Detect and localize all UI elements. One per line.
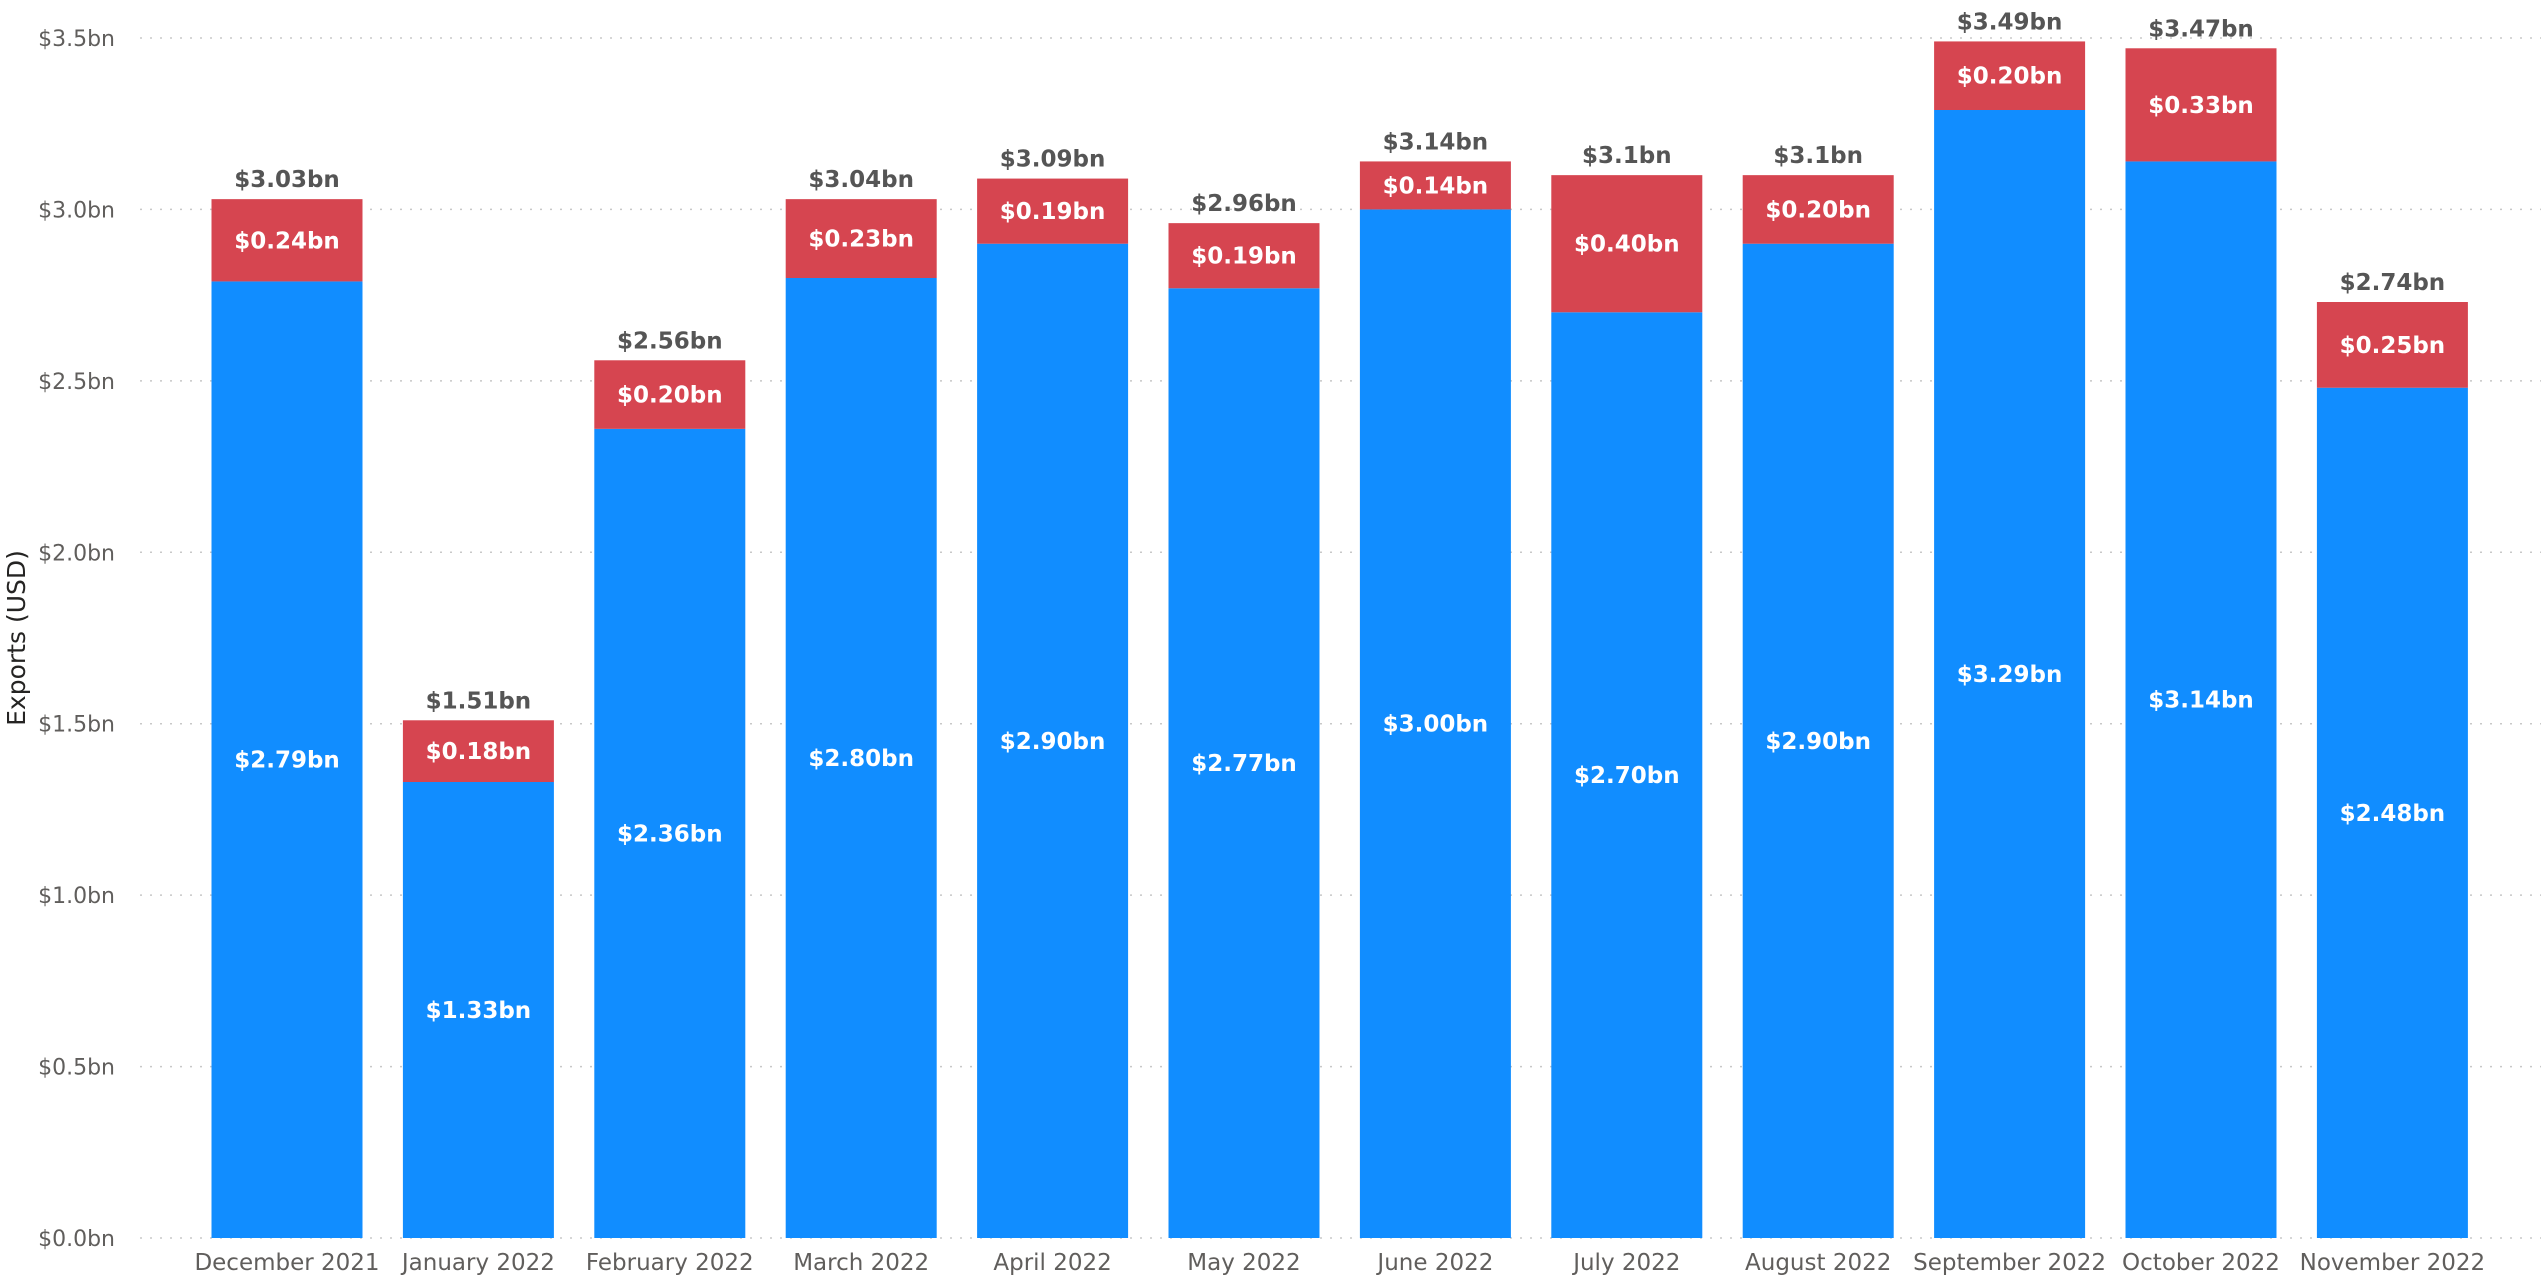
y-tick-label: $0.0bn xyxy=(38,1227,115,1252)
x-axis-ticks: December 2021 January 2022 February 2022 Ma… xyxy=(194,1250,2485,1276)
bar-segment-base xyxy=(402,782,554,1238)
y-tick-label: $1.0bn xyxy=(38,884,115,909)
bar-segment-top xyxy=(977,178,1129,244)
segment-value-label: $0.20bn xyxy=(1765,197,1871,223)
bars xyxy=(211,41,2468,1238)
segment-value-label: $0.20bn xyxy=(617,383,723,409)
bar-segment-top xyxy=(1934,41,2086,110)
total-value-label: $2.56bn xyxy=(617,328,723,354)
bar-segment-top xyxy=(211,199,363,282)
y-axis-title: Exports (USD) xyxy=(2,550,31,726)
segment-value-label: $2.48bn xyxy=(2340,801,2446,827)
x-tick-label: January 2022 xyxy=(400,1250,555,1276)
bar-segment-top xyxy=(2125,48,2277,162)
total-value-label: $3.1bn xyxy=(1582,143,1672,169)
x-tick-label: April 2022 xyxy=(993,1250,1111,1276)
y-tick-label: $3.0bn xyxy=(38,198,115,223)
total-value-label: $3.03bn xyxy=(234,167,340,193)
total-value-label: $2.96bn xyxy=(1191,191,1297,217)
segment-value-label: $0.23bn xyxy=(808,227,914,253)
x-tick-label: August 2022 xyxy=(1745,1250,1891,1276)
bar-segment-top xyxy=(2316,302,2468,388)
x-tick-label: May 2022 xyxy=(1187,1250,1300,1276)
x-tick-label: December 2021 xyxy=(194,1250,379,1276)
total-value-label: $3.1bn xyxy=(1773,143,1863,169)
bar-segment-base xyxy=(2316,387,2468,1238)
y-tick-label: $3.5bn xyxy=(38,27,115,52)
segment-value-label: $3.00bn xyxy=(1383,712,1489,738)
segment-value-label: $0.19bn xyxy=(1000,199,1106,225)
bar-segment-base xyxy=(594,428,746,1238)
bar-segment-top xyxy=(1742,175,1894,244)
x-tick-label: February 2022 xyxy=(586,1250,754,1276)
bar-segment-top xyxy=(785,199,937,278)
segment-value-label: $0.19bn xyxy=(1191,244,1297,270)
bar-segment-base xyxy=(977,243,1129,1238)
segment-value-label: $0.18bn xyxy=(426,739,532,765)
bar-segment-top xyxy=(1359,161,1511,210)
bar-segment-base xyxy=(785,278,937,1238)
bar-segment-base xyxy=(1168,288,1320,1238)
bar-segment-top xyxy=(1168,223,1320,289)
bar-segment-top xyxy=(594,360,746,429)
bar-segment-base xyxy=(1742,243,1894,1238)
bar-segment-base xyxy=(1551,312,1703,1238)
bar-segment-top xyxy=(1551,175,1703,313)
total-value-label: $3.49bn xyxy=(1957,9,2063,35)
bar-segment-base xyxy=(211,281,363,1238)
segment-value-label: $0.20bn xyxy=(1957,64,2063,90)
segment-value-label: $3.14bn xyxy=(2148,688,2254,714)
total-value-label: $1.51bn xyxy=(426,688,532,714)
y-tick-label: $2.0bn xyxy=(38,541,115,566)
segment-value-label: $0.24bn xyxy=(234,228,340,254)
x-tick-label: September 2022 xyxy=(1913,1250,2106,1276)
y-axis-ticks: $0.0bn $0.5bn $1.0bn $1.5bn $2.0bn $2.5bn $3.0… xyxy=(38,27,115,1252)
x-tick-label: October 2022 xyxy=(2122,1250,2280,1276)
data-labels: $2.79bn $0.24bn $3.03bn $1.33bn $0.18bn $1.51… xyxy=(234,9,2445,1024)
bar-segment-base xyxy=(1934,110,2086,1238)
y-tick-label: $2.5bn xyxy=(38,370,115,395)
segment-value-label: $3.29bn xyxy=(1957,662,2063,688)
total-value-label: $3.09bn xyxy=(1000,147,1106,173)
segment-value-label: $2.70bn xyxy=(1574,763,1680,789)
segment-value-label: $2.77bn xyxy=(1191,751,1297,777)
segment-value-label: $0.14bn xyxy=(1383,173,1489,199)
segment-value-label: $0.25bn xyxy=(2340,333,2446,359)
total-value-label: $3.14bn xyxy=(1383,129,1489,155)
segment-value-label: $0.40bn xyxy=(1574,232,1680,258)
y-tick-label: $0.5bn xyxy=(38,1056,115,1081)
segment-value-label: $2.80bn xyxy=(808,746,914,772)
segment-value-label: $2.36bn xyxy=(617,821,723,847)
total-value-label: $3.04bn xyxy=(808,167,914,193)
total-value-label: $3.47bn xyxy=(2148,16,2254,42)
x-tick-label: March 2022 xyxy=(793,1250,929,1276)
x-tick-label: July 2022 xyxy=(1571,1250,1680,1276)
segment-value-label: $2.90bn xyxy=(1765,729,1871,755)
x-tick-label: November 2022 xyxy=(2300,1250,2486,1276)
segment-value-label: $1.33bn xyxy=(426,998,532,1024)
segment-value-label: $2.90bn xyxy=(1000,729,1106,755)
bar-segment-base xyxy=(1359,209,1511,1238)
segment-value-label: $0.33bn xyxy=(2148,93,2254,119)
total-value-label: $2.74bn xyxy=(2340,270,2446,296)
y-tick-label: $1.5bn xyxy=(38,713,115,738)
bar-segment-base xyxy=(2125,161,2277,1238)
x-tick-label: June 2022 xyxy=(1375,1250,1493,1276)
segment-value-label: $2.79bn xyxy=(234,748,340,774)
bar-segment-top xyxy=(402,720,554,782)
